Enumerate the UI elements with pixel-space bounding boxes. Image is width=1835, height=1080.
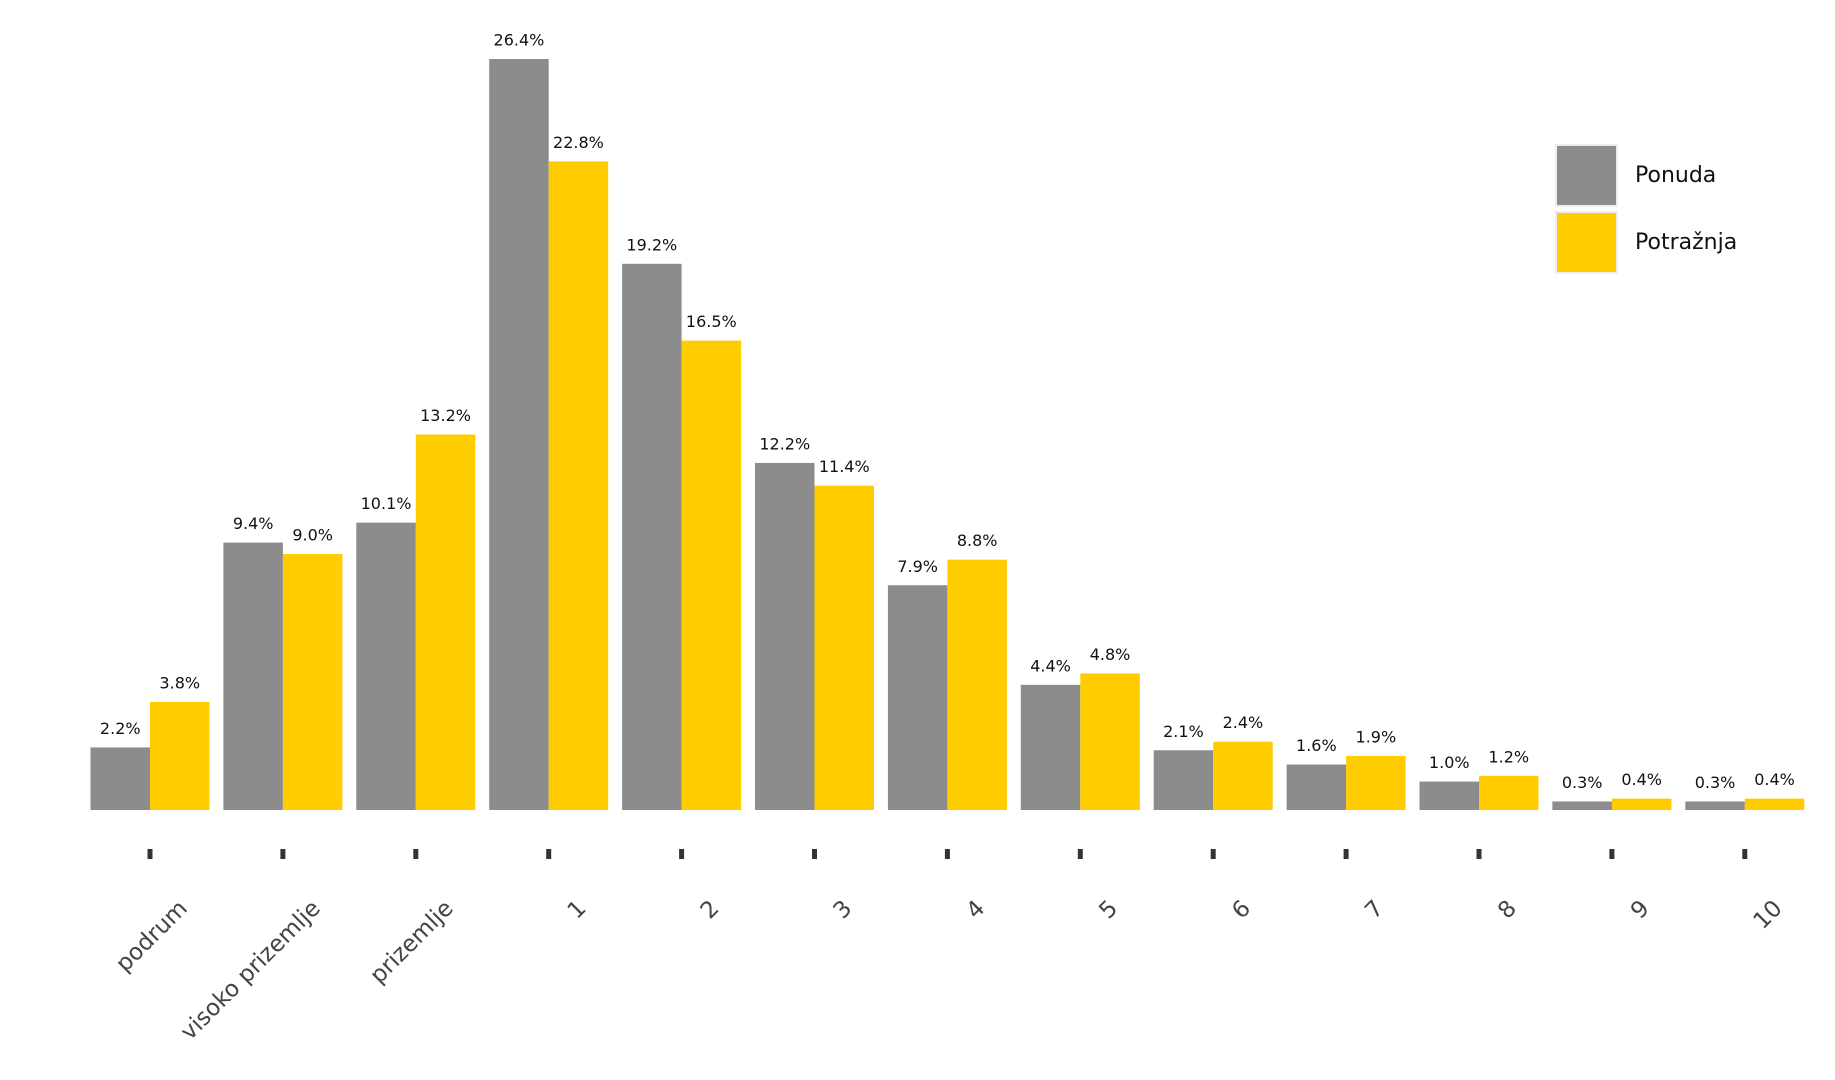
value-label: 0.3%: [1695, 773, 1736, 792]
bar: [814, 485, 874, 810]
value-label: 9.0%: [292, 525, 333, 544]
x-tick-label: 8: [1493, 895, 1522, 924]
x-tick-label: podrum: [111, 895, 193, 977]
x-tick: [1210, 849, 1216, 859]
value-label: 19.2%: [626, 235, 677, 254]
x-tick-label: 10: [1749, 895, 1788, 934]
x-tick: [812, 849, 817, 859]
x-tick-label: 4: [962, 895, 991, 924]
bar: [548, 161, 609, 811]
value-label: 2.2%: [100, 719, 141, 738]
bar: [1685, 801, 1745, 810]
bar: [90, 747, 150, 810]
value-label: 3.8%: [159, 673, 200, 692]
bar: [1419, 781, 1479, 810]
x-tick: [944, 849, 950, 859]
value-label: 0.4%: [1621, 770, 1662, 789]
x-tick: [1343, 849, 1349, 859]
bar: [356, 522, 416, 810]
x-tick-label: 6: [1227, 895, 1256, 924]
x-tick: [1609, 849, 1615, 859]
value-label: 13.2%: [420, 406, 471, 425]
value-label: 4.8%: [1090, 645, 1131, 664]
x-tick: [147, 849, 153, 859]
bar: [887, 585, 948, 810]
x-tick: [679, 849, 685, 859]
legend-label: Potražnja: [1635, 230, 1737, 255]
bar: [622, 263, 682, 810]
x-tick-label: 1: [563, 895, 592, 924]
bar: [1611, 798, 1672, 810]
value-label: 1.6%: [1296, 736, 1337, 755]
value-label: 8.8%: [957, 531, 998, 550]
value-label: 11.4%: [819, 457, 870, 476]
bar: [755, 462, 815, 810]
bar: [1744, 798, 1805, 810]
legend-swatch: [1555, 211, 1618, 274]
bar: [1213, 741, 1273, 810]
value-label: 4.4%: [1030, 656, 1071, 675]
x-tick-label: 3: [829, 895, 858, 924]
x-tick: [1476, 849, 1482, 859]
value-label: 0.3%: [1562, 773, 1603, 792]
x-tick-label: visoko prizemlje: [176, 895, 326, 1045]
x-tick: [546, 849, 552, 859]
value-label: 7.9%: [897, 557, 938, 576]
x-tick-label: prizemlje: [365, 895, 458, 988]
bar: [1286, 764, 1347, 810]
value-label: 9.4%: [233, 514, 274, 533]
x-tick-label: 5: [1094, 895, 1123, 924]
legend-label: Ponuda: [1635, 163, 1716, 188]
x-tick: [280, 849, 286, 859]
bar: [681, 340, 742, 810]
bar: [1479, 775, 1539, 810]
value-label: 1.2%: [1488, 747, 1529, 766]
x-tick-label: 7: [1360, 895, 1389, 924]
bar: [947, 559, 1007, 810]
value-label: 1.9%: [1356, 727, 1397, 746]
value-label: 12.2%: [759, 434, 810, 453]
value-label: 2.1%: [1163, 722, 1204, 741]
bar: [489, 59, 549, 810]
value-label: 22.8%: [553, 133, 604, 152]
bar: [150, 701, 210, 810]
value-label: 10.1%: [361, 494, 412, 513]
value-label: 0.4%: [1754, 770, 1795, 789]
x-tick: [1077, 849, 1083, 859]
bar: [415, 434, 476, 810]
value-label: 1.0%: [1429, 753, 1470, 772]
bar: [1552, 801, 1612, 810]
value-label: 26.4%: [494, 31, 545, 50]
bar: [1080, 673, 1140, 810]
x-tick-label: 2: [696, 895, 725, 924]
bar: [282, 553, 343, 810]
bar: [223, 542, 283, 810]
value-label: 16.5%: [686, 312, 737, 331]
bar: [1020, 684, 1081, 810]
bar: [1346, 755, 1406, 810]
x-tick: [413, 849, 419, 859]
value-label: 2.4%: [1223, 713, 1264, 732]
x-tick-label: 9: [1626, 895, 1655, 924]
bar: [1153, 750, 1214, 810]
x-tick: [1742, 849, 1748, 859]
legend-swatch: [1555, 144, 1618, 207]
